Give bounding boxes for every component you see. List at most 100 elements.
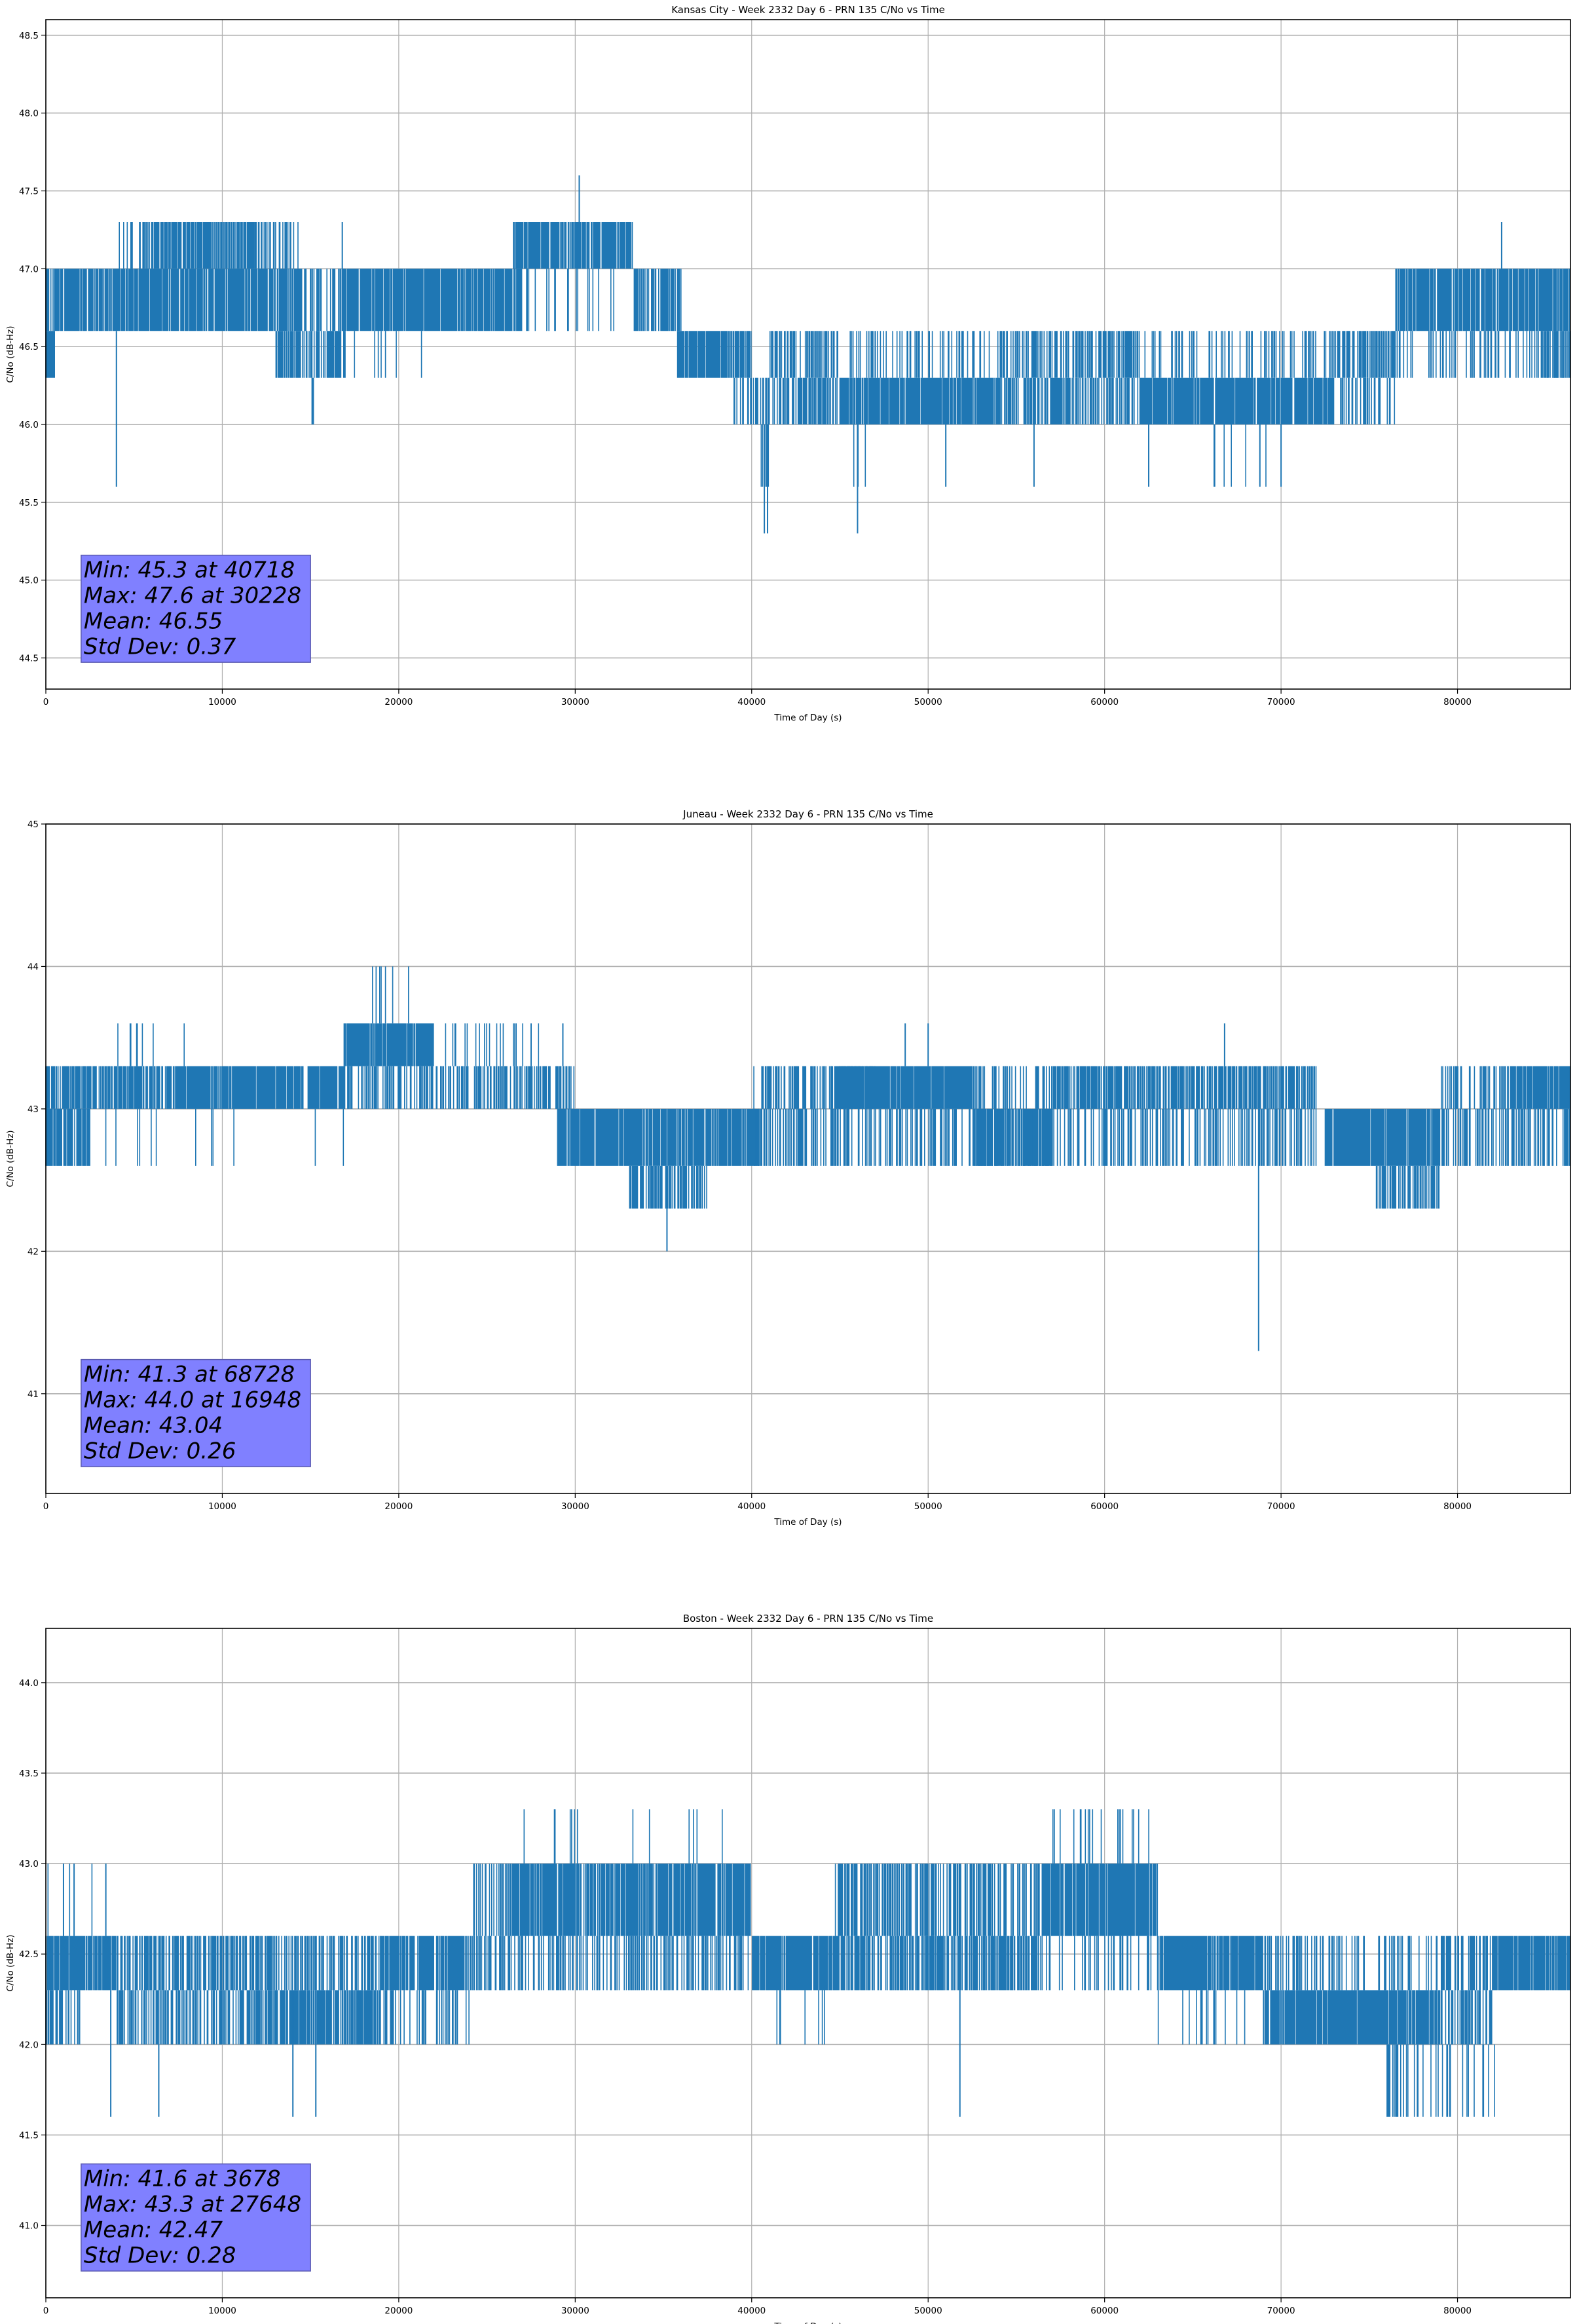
subplot-2: 0 10000 20000 30000 40000 50000 60000 70000 8000… bbox=[5, 808, 1571, 1527]
cno-trace-band bbox=[119, 222, 141, 269]
stats-line: Std Dev: 0.26 bbox=[84, 1438, 236, 1465]
cno-trace-band bbox=[513, 222, 633, 269]
y-tick-label: 48.0 bbox=[19, 109, 39, 119]
cno-trace-band bbox=[839, 377, 999, 424]
cno-trace-band bbox=[1264, 1936, 1438, 1991]
cno-trace-band bbox=[1375, 1165, 1440, 1209]
x-axis-label: Time of Day (s) bbox=[773, 1517, 842, 1527]
axes-frame bbox=[45, 1628, 1571, 2298]
cno-trace-band bbox=[117, 1990, 239, 2045]
cno-trace-band bbox=[45, 1936, 117, 1991]
x-tick-label: 80000 bbox=[1443, 2306, 1472, 2316]
cno-trace-band bbox=[1157, 1990, 1246, 2045]
cno-trace-band bbox=[1441, 1108, 1570, 1166]
cno-trace-band bbox=[1340, 377, 1396, 424]
cno-trace-band bbox=[105, 1108, 157, 1166]
y-tick-label: 43.0 bbox=[19, 1859, 39, 1869]
cno-trace-band bbox=[343, 1023, 434, 1066]
cno-trace-band bbox=[1395, 269, 1570, 331]
x-tick-label: 40000 bbox=[737, 2306, 766, 2316]
subplot-3: 0 10000 20000 30000 40000 50000 60000 70000 8000… bbox=[5, 1613, 1571, 2324]
cno-trace-band bbox=[380, 1936, 469, 1991]
y-tick-label: 44.0 bbox=[19, 1678, 39, 1689]
y-axis-label: C/No (dB-Hz) bbox=[5, 326, 16, 383]
cno-trace-band bbox=[998, 377, 1139, 424]
cno-trace-band bbox=[195, 1108, 344, 1166]
cno-trace-band bbox=[971, 1066, 1050, 1109]
cno-trace-band bbox=[504, 1864, 751, 1936]
x-tick-label: 80000 bbox=[1443, 1501, 1472, 1512]
stats-line: Mean: 43.04 bbox=[84, 1413, 223, 1439]
cno-trace-band bbox=[117, 1936, 240, 1991]
cno-trace-band bbox=[45, 331, 55, 378]
x-tick-label: 70000 bbox=[1267, 2306, 1295, 2316]
stats-line: Max: 43.3 at 27648 bbox=[84, 2192, 301, 2218]
cno-trace-band bbox=[1324, 1108, 1441, 1166]
y-tick-label: 42 bbox=[28, 1246, 39, 1257]
stats-line: Max: 47.6 at 30228 bbox=[84, 583, 301, 609]
cno-trace-band bbox=[1492, 1936, 1570, 1991]
y-axis-label: C/No (dB-Hz) bbox=[5, 1934, 16, 1991]
x-tick-label: 10000 bbox=[208, 697, 236, 707]
y-tick-label: 48.5 bbox=[19, 31, 39, 41]
stats-box bbox=[81, 1359, 311, 1467]
cno-trace-band bbox=[1439, 1990, 1493, 2045]
cno-trace-band bbox=[629, 1165, 707, 1209]
y-tick-label: 45.5 bbox=[19, 498, 39, 508]
cno-trace-band bbox=[633, 269, 682, 331]
cno-trace-band bbox=[770, 331, 838, 378]
cno-trace-band bbox=[372, 966, 409, 1024]
cno-trace-band bbox=[831, 1936, 1043, 1991]
x-tick-label: 50000 bbox=[914, 1501, 942, 1512]
y-tick-label: 47.0 bbox=[19, 264, 39, 274]
y-tick-label: 47.5 bbox=[19, 186, 39, 197]
x-tick-label: 40000 bbox=[737, 697, 766, 707]
cno-trace-band bbox=[1144, 331, 1333, 378]
y-tick-label: 46.0 bbox=[19, 420, 39, 430]
cno-trace-band bbox=[117, 1023, 185, 1066]
cno-trace-band bbox=[47, 1864, 93, 1936]
cno-trace-band bbox=[752, 1936, 832, 1991]
cno-trace-band bbox=[45, 1108, 90, 1166]
cno-trace-band bbox=[1263, 1990, 1440, 2045]
x-axis-label: Time of Day (s) bbox=[773, 2321, 842, 2324]
axes-frame bbox=[45, 823, 1571, 1494]
x-tick-label: 0 bbox=[43, 1501, 49, 1512]
subplot-title: Kansas City - Week 2332 Day 6 - PRN 135 … bbox=[671, 4, 945, 16]
x-tick-label: 10000 bbox=[208, 2306, 236, 2316]
cno-trace-band bbox=[1052, 1108, 1317, 1166]
cno-trace-band bbox=[830, 1066, 973, 1109]
cno-trace-band bbox=[999, 331, 1140, 378]
cno-trace-band bbox=[1042, 1864, 1159, 1936]
stats-line: Std Dev: 0.37 bbox=[84, 634, 236, 660]
cno-trace-band bbox=[354, 331, 422, 378]
cno-trace-band bbox=[142, 222, 255, 269]
cno-trace-band bbox=[523, 1809, 723, 1864]
x-tick-label: 70000 bbox=[1267, 697, 1295, 707]
cno-trace-band bbox=[754, 1108, 1052, 1166]
y-tick-label: 41.5 bbox=[19, 2130, 39, 2141]
y-tick-label: 45.0 bbox=[19, 576, 39, 586]
x-tick-label: 30000 bbox=[561, 2306, 589, 2316]
y-tick-label: 43.5 bbox=[19, 1769, 39, 1779]
cno-trace-band bbox=[45, 1066, 187, 1109]
cno-trace-band bbox=[470, 1936, 749, 1991]
cno-trace-band bbox=[383, 1990, 470, 2045]
cno-trace-band bbox=[1542, 331, 1571, 378]
y-tick-label: 44.5 bbox=[19, 653, 39, 664]
x-tick-label: 30000 bbox=[561, 1501, 589, 1512]
x-tick-label: 0 bbox=[43, 2306, 49, 2316]
x-tick-label: 20000 bbox=[384, 1501, 413, 1512]
cno-trace-band bbox=[239, 1936, 381, 1991]
stats-box bbox=[81, 554, 311, 663]
cno-trace-band bbox=[186, 1066, 345, 1109]
cno-trace-band bbox=[1441, 1066, 1509, 1109]
y-tick-label: 45 bbox=[28, 819, 39, 830]
cno-trace-band bbox=[733, 377, 770, 424]
stats-box bbox=[81, 2163, 311, 2272]
y-tick-label: 43 bbox=[28, 1104, 39, 1115]
x-tick-label: 60000 bbox=[1090, 697, 1119, 707]
x-tick-label: 20000 bbox=[384, 697, 413, 707]
stats-line: Max: 44.0 at 16948 bbox=[84, 1387, 301, 1414]
x-tick-label: 40000 bbox=[737, 1501, 766, 1512]
